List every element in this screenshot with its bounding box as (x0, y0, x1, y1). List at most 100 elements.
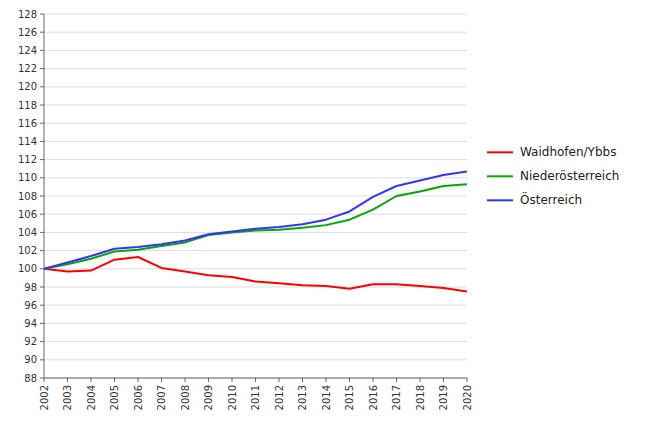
y-tick (40, 159, 44, 160)
legend-label: Waidhofen/Ybbs (520, 145, 616, 159)
grid-line (44, 268, 467, 269)
y-tick-label: 92 (24, 336, 37, 347)
x-tick (255, 378, 256, 382)
grid-line (44, 341, 467, 342)
y-tick-label: 120 (18, 81, 37, 92)
x-tick (114, 378, 115, 382)
grid-line (44, 287, 467, 288)
y-tick (40, 32, 44, 33)
x-tick (67, 378, 68, 382)
y-tick (40, 68, 44, 69)
x-tick-label: 2008 (180, 385, 191, 410)
x-tick (138, 378, 139, 382)
grid-line (44, 86, 467, 87)
legend-swatch (487, 151, 513, 153)
x-tick (161, 378, 162, 382)
y-tick-label: 116 (18, 118, 37, 129)
y-tick (40, 105, 44, 106)
chart-svg: 8890929496981001021041061081101121141161… (0, 0, 667, 430)
y-tick-label: 104 (18, 227, 37, 238)
x-tick-label: 2012 (274, 385, 285, 410)
x-tick (420, 378, 421, 382)
x-tick (185, 378, 186, 382)
grid-line (44, 323, 467, 324)
y-tick-label: 118 (18, 100, 37, 111)
x-tick (396, 378, 397, 382)
chart-container: 8890929496981001021041061081101121141161… (0, 0, 667, 430)
grid-line (44, 68, 467, 69)
x-tick-label: 2007 (156, 385, 167, 410)
grid-line (44, 359, 467, 360)
x-tick-label: 2004 (86, 385, 97, 410)
grid-line (44, 141, 467, 142)
y-tick-label: 108 (18, 191, 37, 202)
y-tick-label: 98 (24, 282, 37, 293)
grid-line (44, 159, 467, 160)
legend-label: Niederösterreich (520, 169, 619, 183)
y-tick (40, 378, 44, 379)
legend-label: Österreich (520, 191, 582, 207)
x-tick-label: 2016 (368, 385, 379, 410)
x-tick (349, 378, 350, 382)
y-tick (40, 232, 44, 233)
x-tick (443, 378, 444, 382)
y-tick (40, 305, 44, 306)
y-tick (40, 268, 44, 269)
x-tick-label: 2009 (203, 385, 214, 410)
y-tick (40, 123, 44, 124)
legend: Waidhofen/Ybbs Niederösterreich Österreich (487, 145, 619, 207)
y-tick (40, 196, 44, 197)
grid-line (44, 232, 467, 233)
x-tick-label: 2006 (133, 385, 144, 410)
series-group (44, 171, 467, 291)
x-tick-label: 2019 (438, 385, 449, 410)
x-axis: 2002200320042005200620072008200920102011… (39, 378, 473, 410)
grid-line (44, 105, 467, 106)
y-tick-label: 114 (18, 136, 37, 147)
y-axis-line (44, 14, 45, 378)
x-tick-label: 2005 (109, 385, 120, 410)
x-tick-label: 2013 (297, 385, 308, 410)
y-tick-label: 102 (18, 245, 37, 256)
y-tick (40, 341, 44, 342)
x-tick-label: 2018 (415, 385, 426, 410)
y-tick (40, 323, 44, 324)
x-tick (232, 378, 233, 382)
grid-line (44, 214, 467, 215)
x-tick-label: 2010 (227, 385, 238, 410)
y-tick-label: 94 (24, 318, 37, 329)
grid-line (44, 305, 467, 306)
y-tick-label: 128 (18, 9, 37, 20)
y-tick-label: 96 (24, 300, 37, 311)
x-tick (91, 378, 92, 382)
y-tick-label: 110 (18, 172, 37, 183)
x-tick-label: 2017 (391, 385, 402, 410)
y-tick-label: 88 (24, 373, 37, 384)
x-tick-label: 2002 (39, 385, 50, 410)
x-tick-label: 2020 (462, 385, 473, 410)
series-line (44, 171, 467, 268)
legend-swatch (487, 199, 513, 201)
series-line (44, 184, 467, 269)
y-tick-label: 124 (18, 45, 37, 56)
series-line (44, 257, 467, 292)
x-axis-line (44, 378, 467, 379)
x-tick-label: 2003 (62, 385, 73, 410)
y-tick-label: 112 (18, 154, 37, 165)
grid-line (44, 14, 467, 15)
y-tick (40, 86, 44, 87)
y-tick-label: 122 (18, 63, 37, 74)
y-tick (40, 214, 44, 215)
y-tick-label: 126 (18, 27, 37, 38)
x-tick-label: 2015 (344, 385, 355, 410)
y-tick-label: 100 (18, 263, 37, 274)
x-tick (326, 378, 327, 382)
grid-line (44, 50, 467, 51)
y-tick (40, 14, 44, 15)
y-tick-label: 106 (18, 209, 37, 220)
x-tick (373, 378, 374, 382)
x-tick (279, 378, 280, 382)
y-tick (40, 250, 44, 251)
x-tick (302, 378, 303, 382)
grid-line (44, 32, 467, 33)
